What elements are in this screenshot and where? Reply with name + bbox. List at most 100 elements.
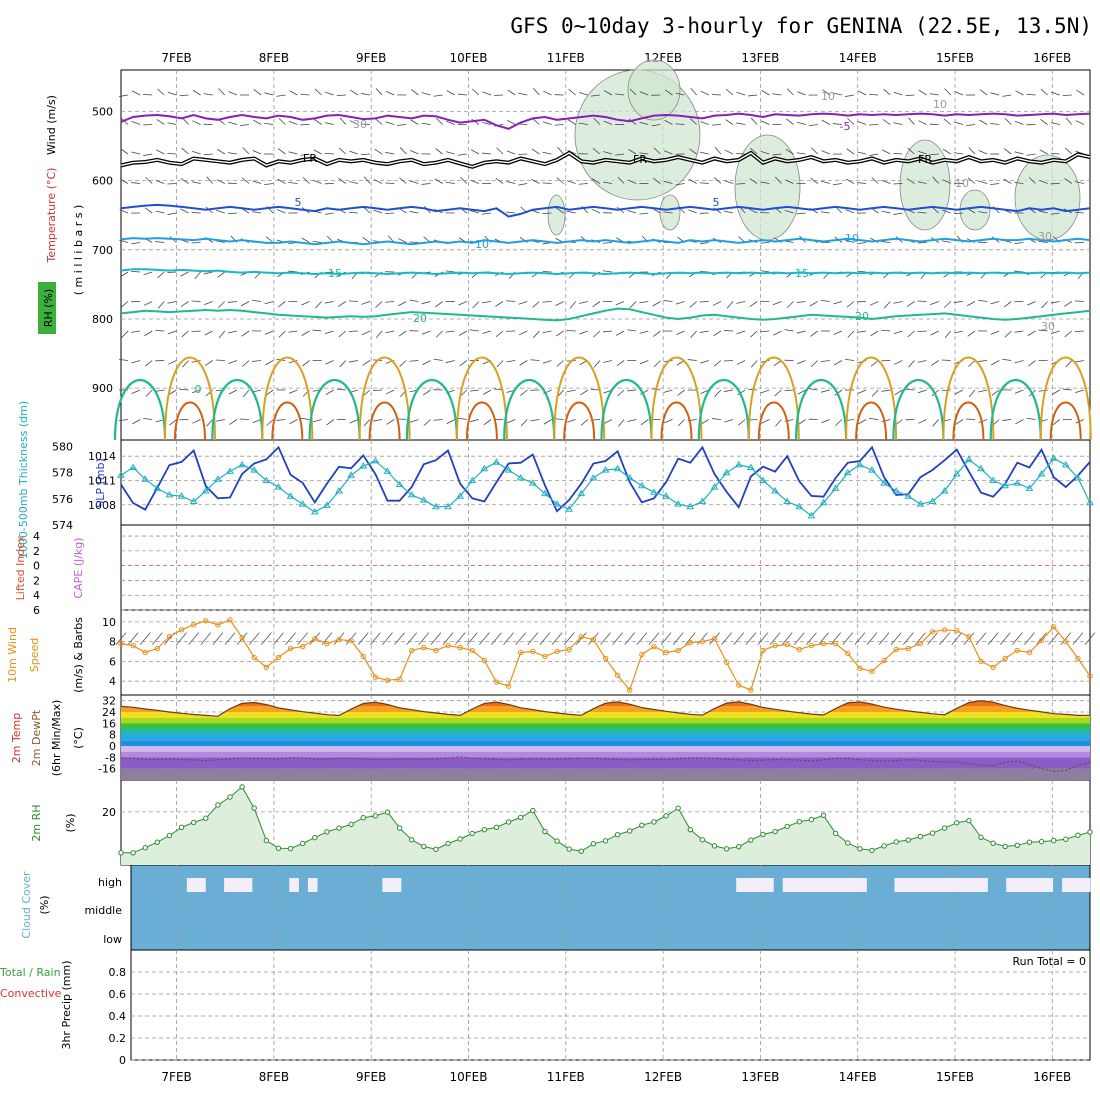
wind-barb: [277, 148, 286, 155]
wind-barb: [265, 360, 274, 366]
wind-barb: [217, 301, 226, 308]
wind-speed-point: [917, 640, 924, 647]
rh-point: [1002, 843, 1008, 850]
wind-speed-point: [590, 636, 597, 643]
cloud-clear-gap: [1080, 878, 1091, 892]
rh-point: [651, 819, 657, 825]
wind-barb: [893, 212, 903, 215]
precip-tick-label: 0.4: [109, 1010, 127, 1023]
wind-barb: [1004, 117, 1012, 125]
rh-point: [372, 813, 379, 819]
rh-tick-label: 20: [102, 806, 116, 819]
wind-barb: [182, 117, 189, 125]
rh-point: [1075, 832, 1081, 838]
wind-barb: [663, 180, 673, 184]
wind-barb: [289, 90, 298, 96]
wind-barb: [1039, 119, 1048, 125]
rh-point: [893, 839, 899, 845]
date-labels-top: 7FEB 8FEB 9FEB 10FEB 11FEB 12FEB 13FEB 14FEB 15F…: [161, 51, 1071, 65]
wind-barb: [542, 360, 552, 364]
wind-barb: [1075, 181, 1084, 184]
wind-barb: [918, 120, 927, 125]
wind-speed-point: [554, 648, 560, 655]
wind-barb: [349, 181, 358, 184]
wind-speed-point: [1063, 638, 1069, 645]
wind-speed-point: [178, 627, 185, 633]
wind-barb: [362, 360, 371, 366]
wind-barb: [1074, 300, 1084, 302]
wind-speed-point: [118, 640, 124, 647]
isotherm-35-loop: [757, 401, 790, 441]
wind-speed-point: [929, 629, 936, 635]
cloud-clear-gap: [894, 878, 905, 892]
lifted-index-tick-label: 0: [33, 560, 40, 573]
wind-barb: [968, 389, 976, 398]
rh-point: [396, 825, 403, 831]
wind-speed-point: [287, 645, 294, 652]
surface-wind-barb: [600, 632, 611, 645]
wind-barb: [1004, 330, 1012, 338]
wind-barb: [639, 152, 649, 155]
thickness-point: [807, 511, 816, 519]
wind-barb: [533, 330, 540, 338]
axis-title-dewpt: 2m DewPt: [30, 709, 43, 766]
wind-barb: [615, 301, 625, 306]
rh-point: [445, 840, 451, 847]
wind-speed-point: [1075, 655, 1081, 662]
wind-barb: [423, 419, 431, 426]
isotherm-30-loop: [845, 356, 898, 441]
isotherm-label: 20: [413, 312, 427, 325]
wind-barb: [385, 212, 395, 215]
date-label-bottom: 16FEB: [1033, 1070, 1071, 1084]
wind-barb: [566, 389, 576, 393]
wind-barb: [506, 419, 516, 424]
wind-barb: [893, 152, 903, 155]
wind-barb: [301, 301, 310, 306]
isotherm-label: FR: [303, 152, 317, 165]
wind-barb: [362, 237, 371, 243]
wind-barb: [870, 360, 879, 367]
cloud-clear-gap: [959, 878, 970, 892]
rh-point: [917, 833, 924, 840]
surface-wind-barb: [1072, 632, 1084, 645]
wind-barb: [446, 90, 455, 96]
wind-barb: [917, 360, 927, 363]
date-label-top: 10FEB: [450, 51, 488, 65]
wind-barb: [690, 87, 698, 96]
wind-barb: [953, 212, 963, 215]
wind-barb: [156, 119, 165, 125]
wind-barb: [203, 153, 213, 156]
wind-barb: [532, 301, 540, 308]
wind-barb: [469, 389, 479, 392]
wind-tick-label: 8: [109, 636, 116, 649]
wind-barb: [931, 360, 939, 366]
thickness-point: [613, 464, 622, 472]
wind-barb: [277, 178, 286, 184]
wind-barb: [120, 148, 129, 155]
wind-barb: [483, 389, 492, 395]
wind-speed-point: [336, 636, 342, 643]
axis-title-barbs: (m/s) & Barbs: [72, 617, 85, 693]
wind-barb: [313, 149, 322, 155]
wind-speed-point: [166, 633, 173, 640]
isotherm-label: FR: [633, 153, 647, 166]
wind-barb: [288, 270, 298, 273]
wind-barb: [603, 419, 613, 424]
surface-wind-barb: [382, 632, 393, 645]
rh-point: [566, 846, 572, 852]
wind-barb: [204, 301, 213, 305]
wind-barb: [917, 181, 927, 184]
isotherm-30-loop: [261, 356, 314, 441]
wind-barb: [385, 121, 395, 125]
lifted-index-tick-label: 4: [33, 589, 40, 602]
date-label-top: 8FEB: [259, 51, 289, 65]
wind-barb: [385, 330, 395, 334]
wind-barb: [1014, 182, 1024, 184]
wind-barb: [954, 91, 964, 96]
thickness-point: [795, 502, 804, 510]
wind-barb: [1074, 211, 1084, 214]
wind-barb: [131, 360, 141, 364]
thickness-point: [516, 473, 525, 481]
wind-barb: [302, 176, 310, 184]
rh-point: [941, 825, 948, 831]
